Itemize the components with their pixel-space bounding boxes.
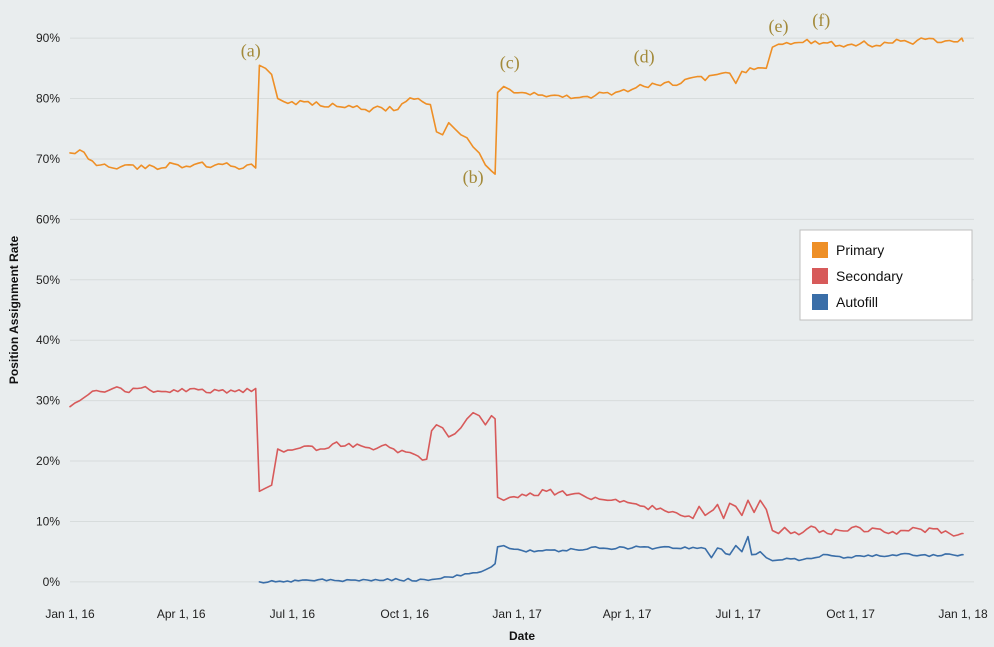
annotation-a: (a) bbox=[241, 40, 261, 61]
annotation-b: (b) bbox=[463, 167, 484, 188]
y-axis-label: Position Assignment Rate bbox=[7, 236, 21, 385]
legend-label: Autofill bbox=[836, 294, 878, 310]
x-tick-label: Jul 1, 17 bbox=[716, 607, 762, 621]
legend-swatch bbox=[812, 294, 828, 310]
annotation-e: (e) bbox=[769, 16, 789, 37]
y-tick-label: 10% bbox=[36, 514, 60, 528]
annotation-f: (f) bbox=[812, 10, 830, 31]
y-tick-label: 40% bbox=[36, 333, 60, 347]
y-tick-label: 50% bbox=[36, 273, 60, 287]
legend-swatch bbox=[812, 268, 828, 284]
y-tick-label: 90% bbox=[36, 31, 60, 45]
x-tick-label: Oct 1, 17 bbox=[826, 607, 875, 621]
y-tick-label: 80% bbox=[36, 92, 60, 106]
x-tick-label: Jan 1, 17 bbox=[492, 607, 542, 621]
legend-label: Primary bbox=[836, 242, 884, 258]
x-tick-label: Apr 1, 17 bbox=[603, 607, 652, 621]
x-tick-label: Oct 1, 16 bbox=[380, 607, 429, 621]
x-tick-label: Jul 1, 16 bbox=[270, 607, 316, 621]
position-assignment-chart: 0% 10% 20% 30% 40% 50% 60% 70% 80% 90% Jan 1, 16 A… bbox=[0, 0, 994, 647]
x-tick-label: Apr 1, 16 bbox=[157, 607, 206, 621]
y-tick-label: 0% bbox=[43, 575, 61, 589]
legend-swatch bbox=[812, 242, 828, 258]
y-tick-label: 60% bbox=[36, 212, 60, 226]
annotation-d: (d) bbox=[634, 46, 655, 67]
y-tick-label: 70% bbox=[36, 152, 60, 166]
x-axis-label: Date bbox=[509, 629, 535, 643]
annotation-c: (c) bbox=[500, 52, 520, 73]
x-tick-label: Jan 1, 16 bbox=[45, 607, 95, 621]
y-tick-label: 30% bbox=[36, 394, 60, 408]
y-tick-label: 20% bbox=[36, 454, 60, 468]
legend-label: Secondary bbox=[836, 268, 903, 284]
series-autofill bbox=[259, 537, 963, 583]
x-tick-label: Jan 1, 18 bbox=[938, 607, 988, 621]
